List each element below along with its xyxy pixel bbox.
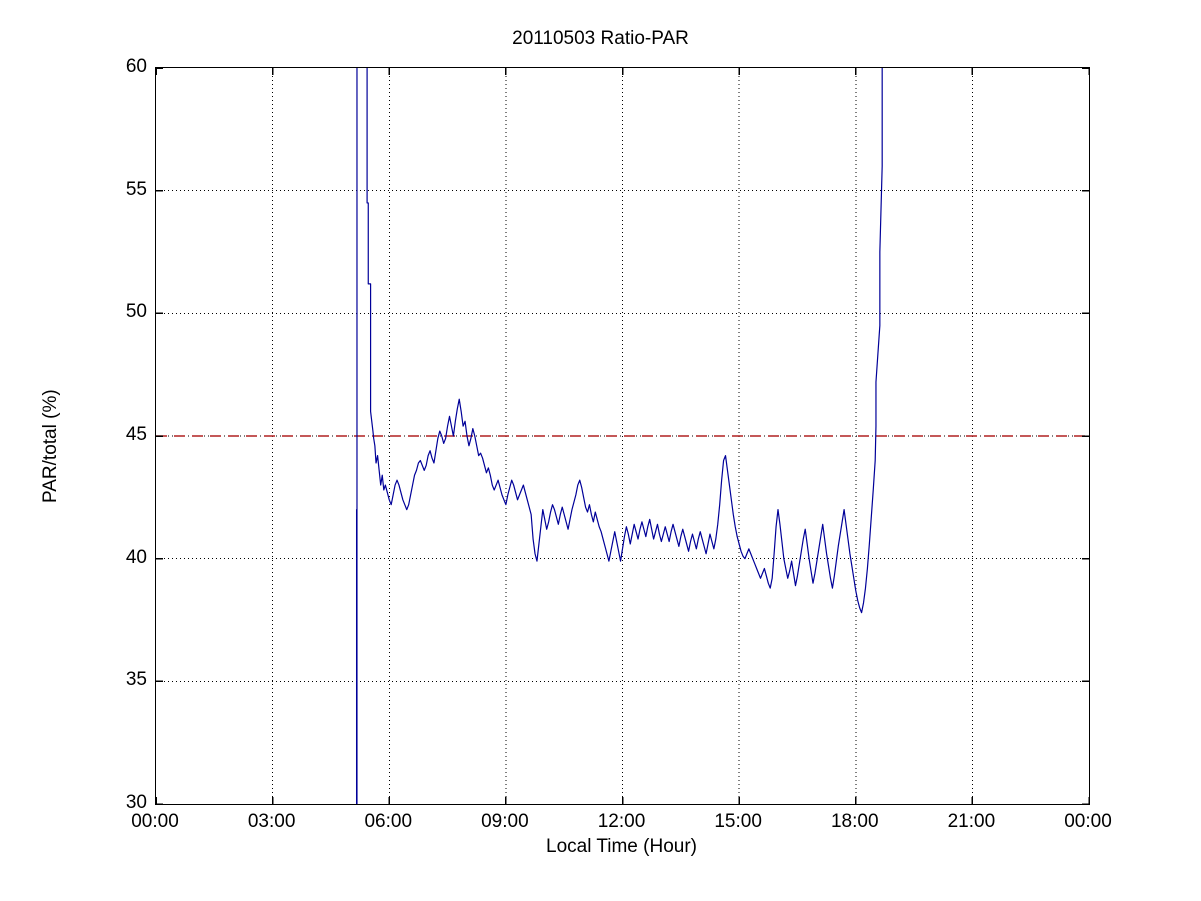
y-tick-label: 55 [125, 178, 147, 200]
x-tick-label: 09:00 [481, 811, 529, 832]
y-tick-label: 50 [125, 301, 147, 323]
y-tick-label: 45 [125, 424, 147, 445]
tick-marks [156, 68, 1089, 804]
x-tick-label: 21:00 [947, 811, 996, 832]
plot-svg [156, 68, 1089, 804]
x-axis-label: Local Time (Hour) [546, 836, 697, 857]
y-tick-label: 35 [125, 669, 147, 691]
x-tick-label: 03:00 [247, 811, 296, 832]
y-tick-label: 30 [125, 792, 147, 813]
x-tick-label: 15:00 [714, 811, 762, 832]
y-tick-label: 40 [125, 546, 147, 568]
chart-title: 20110503 Ratio-PAR [512, 28, 689, 49]
x-tick-label: 06:00 [364, 811, 413, 832]
x-tick-label: 00:00 [131, 811, 179, 832]
x-tick-label: 12:00 [597, 811, 646, 832]
x-tick-label: 00:00 [1064, 811, 1112, 832]
y-tick-label: 60 [125, 56, 147, 77]
y-axis-label: PAR/total (%) [40, 389, 61, 503]
x-tick-label: 18:00 [830, 811, 879, 832]
plot-area [155, 67, 1090, 805]
data-series-group [355, 68, 883, 804]
